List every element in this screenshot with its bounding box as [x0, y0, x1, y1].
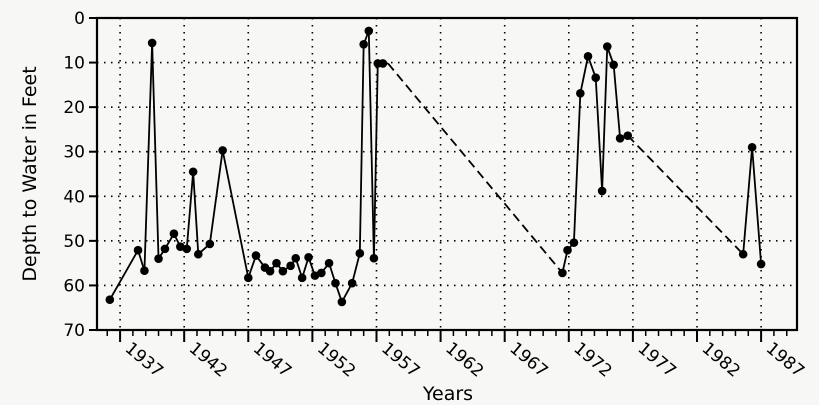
- line-segment: [579, 56, 589, 94]
- plot-frame: [95, 16, 799, 332]
- y-tick-label: 40: [63, 187, 85, 207]
- line-segment: [594, 77, 604, 191]
- data-point: [583, 52, 593, 61]
- line-segment: [573, 93, 582, 243]
- data-point: [243, 273, 253, 283]
- data-point: [188, 167, 198, 177]
- y-tick-label: 70: [63, 321, 85, 341]
- data-point: [291, 253, 301, 263]
- x-tick-labels: 1937 1942 1947 1952 1957 1962 1967 1972 1977 1982…: [121, 339, 808, 382]
- y-tick-label: 0: [74, 9, 85, 29]
- x-tick-label: 1962: [441, 339, 487, 382]
- data-point: [569, 238, 579, 247]
- x-axis-title: Years: [422, 383, 473, 405]
- line-segment: [612, 64, 621, 139]
- y-tick-label: 10: [63, 54, 85, 74]
- data-point: [169, 229, 179, 239]
- data-point: [597, 186, 607, 196]
- line-segment: [601, 46, 609, 191]
- line-segment: [751, 147, 762, 265]
- x-tick-label: 1982: [698, 339, 744, 382]
- data-point: [364, 26, 374, 36]
- data-point: [756, 259, 766, 269]
- x-tick-label: 1987: [762, 339, 808, 382]
- line-segment: [367, 30, 375, 259]
- line-segment: [151, 42, 160, 259]
- x-tick-label: 1942: [185, 339, 231, 382]
- data-point: [563, 245, 572, 255]
- data-point: [160, 244, 170, 254]
- line-segment: [742, 147, 754, 255]
- y-tick-label: 20: [63, 98, 85, 118]
- data-point: [609, 60, 618, 70]
- x-tick-label: 1972: [570, 339, 616, 382]
- y-tick-label: 60: [63, 276, 85, 296]
- line-segment: [192, 171, 200, 255]
- data-point: [738, 249, 748, 259]
- x-tick-label: 1937: [121, 339, 167, 382]
- dashed-segment: [387, 62, 564, 274]
- data-point: [286, 261, 295, 271]
- series-lines: [109, 30, 762, 303]
- y-tick-label: 30: [63, 143, 85, 163]
- data-point: [347, 278, 357, 288]
- line-segment: [221, 150, 250, 279]
- axis-ticks: [89, 17, 788, 342]
- line-segment: [208, 150, 224, 245]
- data-point: [747, 142, 757, 152]
- line-segment: [351, 253, 361, 284]
- line-segment: [109, 249, 139, 301]
- y-tick-labels: 0 10 20 30 40 50 60 70: [63, 9, 85, 341]
- x-tick-label: 1952: [313, 339, 359, 382]
- data-point: [182, 244, 192, 254]
- data-point: [337, 297, 347, 307]
- data-point: [154, 254, 163, 263]
- x-tick-label: 1967: [505, 339, 551, 382]
- data-point: [359, 39, 368, 49]
- data-point: [272, 258, 281, 268]
- y-tick-label: 50: [63, 232, 85, 252]
- data-point: [297, 273, 307, 283]
- data-point: [304, 253, 313, 262]
- dashed-segment: [627, 135, 744, 255]
- data-point: [623, 131, 633, 140]
- x-tick-label: 1947: [249, 339, 295, 382]
- line-segment: [143, 42, 154, 271]
- data-point: [205, 239, 215, 249]
- data-point: [378, 59, 388, 68]
- x-tick-label: 1977: [634, 339, 680, 382]
- data-point: [355, 249, 365, 258]
- y-axis-title: Depth to Water in Feet: [19, 66, 41, 281]
- data-point: [218, 146, 227, 155]
- line-segment: [185, 171, 195, 249]
- data-point: [317, 268, 326, 278]
- data-point: [265, 266, 275, 276]
- data-point: [324, 258, 334, 268]
- data-point: [140, 266, 149, 276]
- data-point: [331, 278, 340, 288]
- data-point: [558, 268, 567, 278]
- data-point: [105, 295, 115, 304]
- data-point: [278, 266, 288, 276]
- data-point: [251, 251, 261, 260]
- data-point: [369, 253, 379, 263]
- grid: [97, 18, 797, 330]
- data-point: [193, 249, 203, 259]
- line-segment: [373, 63, 379, 259]
- x-tick-label: 1957: [377, 339, 423, 382]
- line-segment: [358, 44, 365, 254]
- data-points: [105, 26, 766, 307]
- data-point: [576, 89, 585, 98]
- data-point: [602, 42, 612, 51]
- data-point: [591, 73, 601, 83]
- data-point: [615, 134, 625, 143]
- data-point: [133, 245, 143, 255]
- data-point: [147, 38, 157, 48]
